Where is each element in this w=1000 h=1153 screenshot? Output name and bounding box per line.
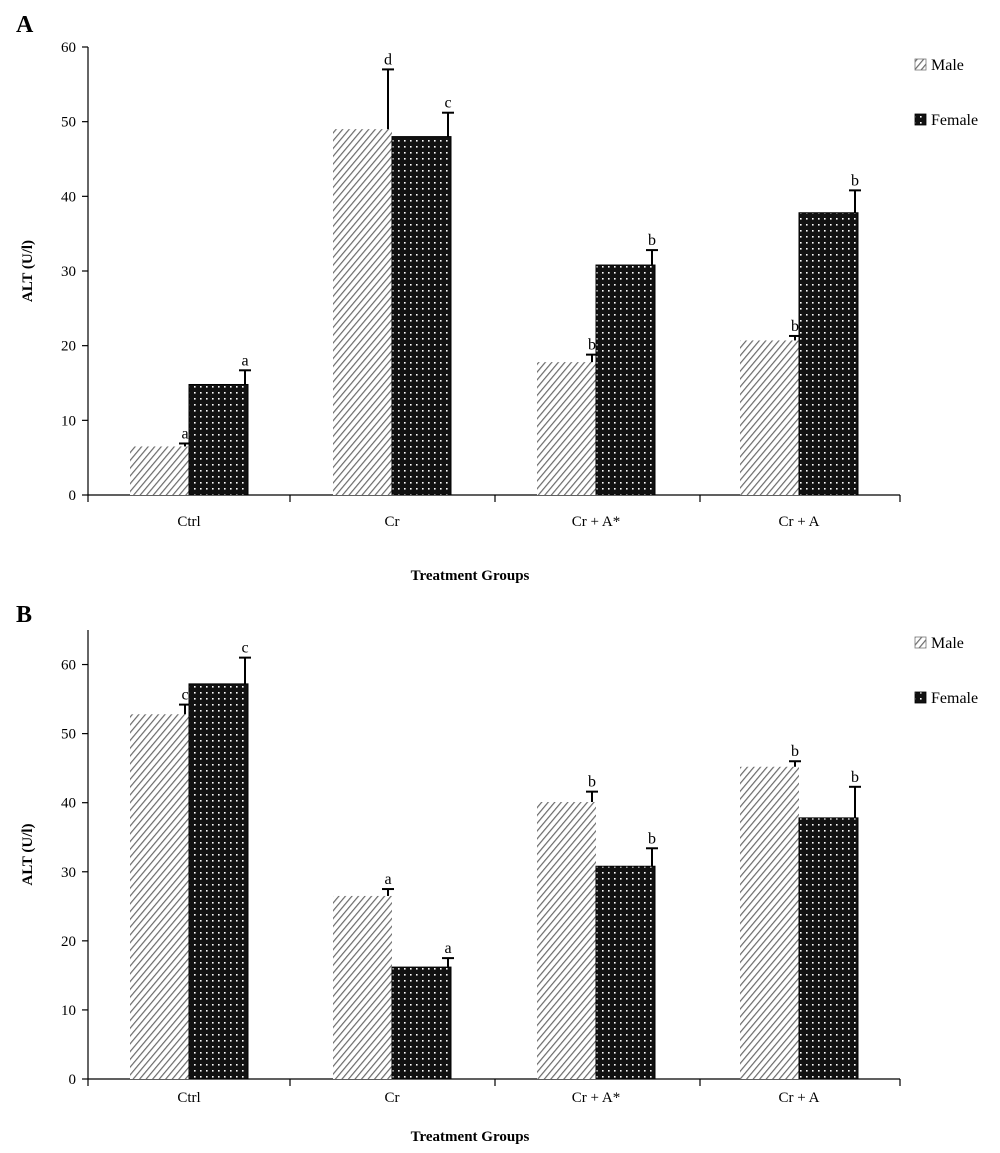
y-tick-label: 60 bbox=[61, 40, 76, 56]
legend-swatch-male bbox=[914, 636, 927, 649]
y-tick-label: 0 bbox=[69, 1072, 77, 1088]
significance-label: c bbox=[444, 95, 451, 112]
y-tick-label: 40 bbox=[61, 796, 76, 812]
bar-female bbox=[798, 817, 859, 1080]
bar-female bbox=[595, 865, 656, 1080]
significance-label: a bbox=[444, 940, 451, 957]
significance-label: b bbox=[851, 172, 859, 189]
y-tick-label: 50 bbox=[61, 115, 76, 131]
bar-male bbox=[740, 340, 799, 495]
y-tick-label: 20 bbox=[61, 339, 76, 355]
significance-label: b bbox=[851, 769, 859, 786]
x-category-label: Cr + A* bbox=[572, 514, 620, 530]
bar-female bbox=[391, 136, 452, 496]
x-category-label: Cr + A bbox=[779, 1090, 820, 1106]
bar-male bbox=[740, 766, 799, 1079]
bar-male bbox=[333, 129, 392, 495]
y-tick-label: 10 bbox=[61, 1003, 76, 1019]
bar-female bbox=[798, 212, 859, 496]
significance-label: a bbox=[181, 425, 188, 442]
y-tick-label: 40 bbox=[61, 189, 76, 205]
y-axis-title: ALT (U/l) bbox=[20, 240, 36, 302]
legend-label-male: Male bbox=[931, 635, 964, 652]
bar-female bbox=[595, 264, 656, 496]
y-tick-label: 30 bbox=[61, 865, 76, 881]
bar-male bbox=[537, 802, 596, 1079]
x-axis-title: Treatment Groups bbox=[411, 1129, 530, 1145]
bar-female bbox=[188, 683, 249, 1080]
bar-male bbox=[537, 362, 596, 495]
x-category-label: Ctrl bbox=[177, 514, 200, 530]
bar-male bbox=[130, 446, 189, 495]
significance-label: b bbox=[791, 743, 799, 760]
panel-b: B 0 10 20 30 40 50 60 Ctrl Cr Cr + A* Cr + A Treatme… bbox=[16, 602, 978, 1145]
significance-label: c bbox=[241, 640, 248, 657]
y-axis-title: ALT (U/l) bbox=[20, 823, 36, 885]
significance-label: a bbox=[384, 871, 391, 888]
significance-label: b bbox=[648, 830, 656, 847]
bar-male bbox=[333, 895, 392, 1079]
y-tick-label: 30 bbox=[61, 264, 76, 280]
significance-label: d bbox=[384, 51, 392, 68]
legend-label-male: Male bbox=[931, 57, 964, 74]
bar-male bbox=[130, 714, 189, 1079]
y-tick-label: 50 bbox=[61, 727, 76, 743]
panel-a: A 0 10 20 30 40 50 60 Ctrl Cr Cr + A* Cr + A Treatme… bbox=[16, 12, 978, 584]
x-category-label: Cr bbox=[385, 1090, 400, 1106]
x-category-label: Cr + A* bbox=[572, 1090, 620, 1106]
significance-label: b bbox=[588, 774, 596, 791]
bar-female bbox=[188, 383, 249, 496]
legend-label-female: Female bbox=[931, 690, 978, 707]
x-axis-title: Treatment Groups bbox=[411, 568, 530, 584]
y-tick-label: 10 bbox=[61, 413, 76, 429]
x-category-label: Cr + A bbox=[779, 514, 820, 530]
legend-swatch-male bbox=[914, 58, 927, 71]
legend-swatch-female bbox=[914, 113, 927, 126]
x-category-label: Ctrl bbox=[177, 1090, 200, 1106]
legend-label-female: Female bbox=[931, 112, 978, 129]
legend-swatch-female bbox=[914, 691, 927, 704]
significance-label: b bbox=[648, 232, 656, 249]
y-tick-label: 60 bbox=[61, 658, 76, 674]
significance-label: b bbox=[588, 337, 596, 354]
significance-label: a bbox=[241, 352, 248, 369]
bar-female bbox=[391, 966, 452, 1080]
panel-letter: B bbox=[16, 602, 32, 628]
y-tick-label: 20 bbox=[61, 934, 76, 950]
panel-letter: A bbox=[16, 12, 34, 38]
y-tick-label: 0 bbox=[69, 488, 77, 504]
significance-label: b bbox=[791, 318, 799, 335]
x-category-label: Cr bbox=[385, 514, 400, 530]
significance-label: c bbox=[181, 687, 188, 704]
